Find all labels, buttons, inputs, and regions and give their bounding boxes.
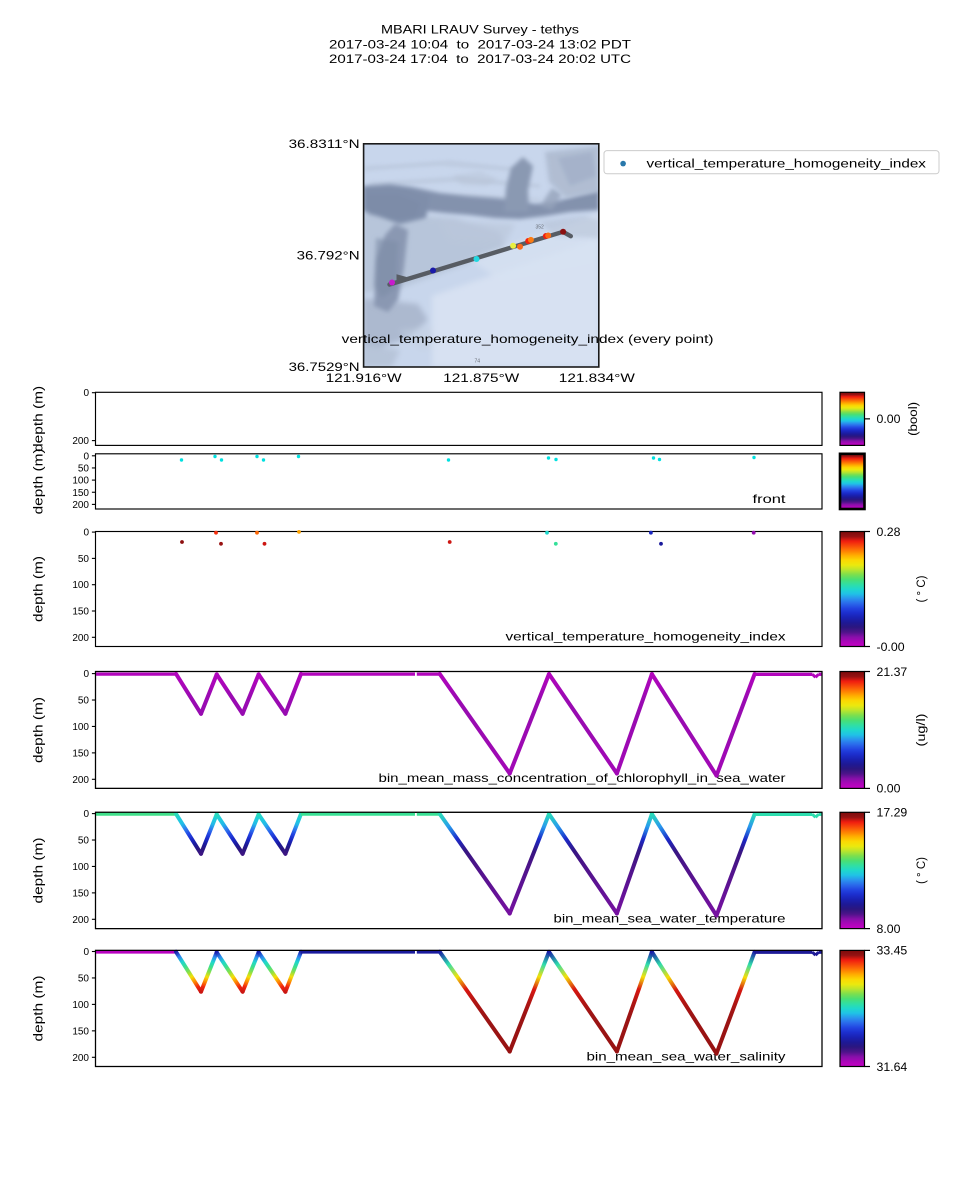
svg-text:bin_mean_sea_water_temperature: bin_mean_sea_water_temperature — [554, 911, 786, 925]
svg-text:0.28: 0.28 — [877, 525, 901, 539]
svg-text:121.834°W: 121.834°W — [559, 371, 635, 385]
svg-text:MBARI LRAUV Survey - tethys: MBARI LRAUV Survey - tethys — [381, 23, 579, 37]
svg-text:8.00: 8.00 — [877, 922, 901, 936]
svg-text:200: 200 — [72, 500, 89, 511]
svg-text:17.29: 17.29 — [877, 806, 908, 820]
svg-text:depth (m): depth (m) — [31, 976, 46, 1042]
svg-text:100: 100 — [72, 1000, 89, 1011]
svg-text:100: 100 — [72, 580, 89, 591]
svg-text:2017-03-24 10:04 to 2017-03-: 2017-03-24 10:04 to 2017-03-24 13:02 PDT — [329, 37, 632, 51]
svg-text:150: 150 — [72, 607, 89, 618]
svg-text:front: front — [753, 492, 787, 506]
svg-text:50: 50 — [78, 696, 90, 707]
svg-text:36.792°N: 36.792°N — [297, 249, 360, 263]
svg-text:( ° C): ( ° C) — [914, 857, 928, 884]
svg-text:depth (m): depth (m) — [31, 556, 46, 622]
svg-text:36.7529°N: 36.7529°N — [289, 360, 360, 374]
svg-text:depth (m): depth (m) — [31, 838, 46, 904]
svg-text:31.64: 31.64 — [877, 1060, 908, 1074]
svg-text:depth (m): depth (m) — [31, 448, 46, 514]
svg-text:200: 200 — [72, 633, 89, 644]
svg-text:(bool): (bool) — [906, 402, 920, 436]
svg-text:0: 0 — [83, 451, 89, 462]
svg-text:74: 74 — [475, 359, 481, 365]
svg-text:bin_mean_mass_concentration_of: bin_mean_mass_concentration_of_chlorophy… — [379, 771, 786, 785]
svg-text:121.916°W: 121.916°W — [326, 371, 402, 385]
svg-text:100: 100 — [72, 862, 89, 873]
svg-text:100: 100 — [72, 722, 89, 733]
svg-text:0: 0 — [83, 669, 89, 680]
svg-text:0.00: 0.00 — [877, 412, 901, 426]
svg-text:vertical_temperature_homogenei: vertical_temperature_homogeneity_index — [506, 629, 786, 643]
svg-text:0: 0 — [83, 947, 89, 958]
svg-text:36.8311°N: 36.8311°N — [289, 137, 360, 151]
svg-text:0: 0 — [83, 528, 89, 539]
svg-text:200: 200 — [72, 436, 89, 447]
svg-text:vertical_temperature_homogenei: vertical_temperature_homogeneity_index — [647, 157, 927, 171]
svg-text:depth (m): depth (m) — [31, 697, 46, 763]
svg-text:150: 150 — [72, 748, 89, 759]
svg-text:depth (m): depth (m) — [31, 386, 46, 452]
svg-text:100: 100 — [72, 476, 89, 487]
svg-text:(ug/l): (ug/l) — [914, 714, 928, 747]
svg-text:bin_mean_sea_water_salinity: bin_mean_sea_water_salinity — [587, 1049, 786, 1063]
svg-text:200: 200 — [72, 915, 89, 926]
svg-text:200: 200 — [72, 1053, 89, 1064]
svg-text:0.00: 0.00 — [877, 782, 901, 796]
svg-text:150: 150 — [72, 888, 89, 899]
svg-text:200: 200 — [72, 775, 89, 786]
svg-text:33.45: 33.45 — [877, 944, 908, 958]
svg-text:( ° C): ( ° C) — [914, 576, 928, 603]
svg-text:50: 50 — [78, 554, 90, 565]
svg-text:150: 150 — [72, 488, 89, 499]
svg-text:121.875°W: 121.875°W — [443, 371, 519, 385]
svg-text:vertical_temperature_homogenei: vertical_temperature_homogeneity_index (… — [342, 332, 714, 346]
svg-text:2017-03-24 17:04 to 2017-03-: 2017-03-24 17:04 to 2017-03-24 20:02 UTC — [329, 52, 631, 66]
svg-text:50: 50 — [78, 836, 90, 847]
svg-text:0: 0 — [83, 809, 89, 820]
svg-text:0: 0 — [83, 388, 89, 399]
svg-text:21.37: 21.37 — [877, 665, 908, 679]
svg-text:150: 150 — [72, 1026, 89, 1037]
svg-text:50: 50 — [78, 463, 90, 474]
svg-text:50: 50 — [78, 974, 90, 985]
svg-text:-0.00: -0.00 — [877, 640, 905, 654]
svg-text:352: 352 — [536, 225, 545, 231]
